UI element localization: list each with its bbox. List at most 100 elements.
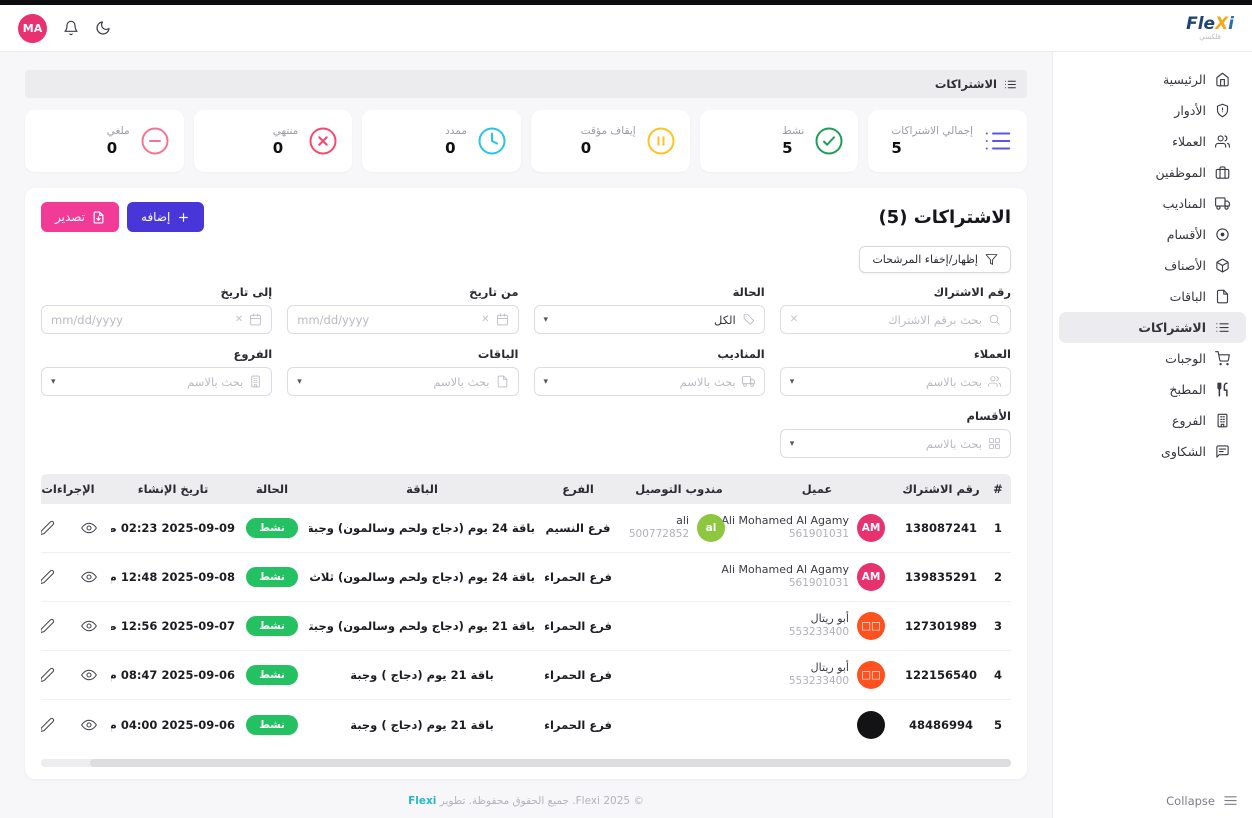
packages-select[interactable]: بحث بالاسم ▾ bbox=[287, 367, 519, 396]
users-icon bbox=[1215, 135, 1230, 148]
reps-placeholder: بحث بالاسم bbox=[679, 374, 736, 389]
filter-label-from-date: من تاريخ bbox=[469, 285, 519, 299]
status-cell: نشط bbox=[235, 665, 309, 685]
client-name: أبو ريتال bbox=[810, 661, 849, 675]
view-button[interactable] bbox=[81, 618, 97, 634]
sidebar-item-subscriptions[interactable]: الاشتراكات bbox=[1059, 312, 1246, 343]
subscription-id: 138087241 bbox=[904, 521, 977, 535]
stat-value: 0 bbox=[580, 139, 592, 157]
edit-button[interactable] bbox=[41, 569, 55, 585]
filter-label-status: الحالة bbox=[732, 285, 765, 299]
sidebar-collapse-button[interactable]: Collapse bbox=[1053, 793, 1252, 808]
client-phone: 553233400 bbox=[788, 675, 849, 688]
view-button[interactable] bbox=[81, 569, 97, 585]
client-avatar: AM bbox=[857, 563, 885, 591]
sidebar-item-label: الرئيسية bbox=[1162, 72, 1206, 87]
client-cell: □□ أبو ريتال 553233400 bbox=[737, 661, 897, 689]
sidebar-item-items[interactable]: الأصناف bbox=[1059, 250, 1246, 281]
sidebar-item-branches[interactable]: الفروع bbox=[1059, 405, 1246, 436]
minus-circle-icon bbox=[140, 126, 170, 156]
package-icon bbox=[1216, 258, 1229, 273]
status-cell: نشط bbox=[235, 616, 309, 636]
view-button[interactable] bbox=[81, 667, 97, 683]
pencil-icon bbox=[41, 618, 55, 634]
status-badge: نشط bbox=[246, 567, 298, 587]
clients-placeholder: بحث بالاسم bbox=[925, 374, 982, 389]
departments-select[interactable]: بحث بالاسم ▾ bbox=[779, 429, 1011, 458]
date-input[interactable] bbox=[297, 312, 476, 327]
package-cell: باقة 21 يوم (دجاج ولحم وسالمون) وجبتين bbox=[309, 619, 535, 633]
row-number: 4 bbox=[993, 668, 1002, 682]
stat-value: 0 bbox=[106, 139, 118, 157]
grid-icon bbox=[989, 438, 1000, 449]
date-input[interactable] bbox=[51, 312, 229, 327]
departments-placeholder: بحث بالاسم bbox=[925, 436, 982, 451]
stat-label: إيقاف مؤقت bbox=[580, 125, 636, 137]
search-input[interactable] bbox=[804, 312, 982, 327]
user-avatar[interactable]: MA bbox=[18, 13, 47, 43]
filter-label-departments: الأقسام bbox=[966, 409, 1011, 423]
chevron-down-icon: ▾ bbox=[543, 376, 549, 387]
sidebar-item-roles[interactable]: الأدوار bbox=[1059, 95, 1246, 126]
sidebar-item-label: الأدوار bbox=[1174, 103, 1206, 118]
edit-button[interactable] bbox=[41, 618, 55, 634]
actions-cell bbox=[41, 520, 111, 536]
branches-select[interactable]: بحث بالاسم ▾ bbox=[41, 367, 273, 396]
sidebar: الرئيسية الأدوار العملاء الموظفين المناد… bbox=[1052, 52, 1252, 818]
sidebar-item-meals[interactable]: الوجبات bbox=[1059, 343, 1246, 374]
logo-text-x: X bbox=[1215, 13, 1229, 34]
client-avatar: □□ bbox=[857, 661, 885, 689]
collapse-label: Collapse bbox=[1166, 793, 1215, 808]
horizontal-scrollbar-track bbox=[41, 759, 1011, 767]
branch-cell: فرع الحمراء bbox=[544, 717, 612, 732]
sidebar-item-kitchen[interactable]: المطبخ bbox=[1059, 374, 1246, 405]
pencil-icon bbox=[41, 569, 55, 585]
sidebar-item-employees[interactable]: الموظفين bbox=[1059, 157, 1246, 188]
home-icon bbox=[1216, 72, 1229, 87]
export-button[interactable]: تصدير bbox=[41, 202, 120, 232]
subscription-number-input[interactable]: ✕ bbox=[779, 305, 1011, 334]
created-at-cell: 2025-09-06 08:47 م bbox=[111, 668, 235, 682]
sidebar-item-complaints[interactable]: الشكاوى bbox=[1059, 436, 1246, 467]
edit-button[interactable] bbox=[41, 667, 55, 683]
file-icon bbox=[1216, 289, 1229, 304]
filters-toggle-button[interactable]: إظهار/إخفاء المرشحات bbox=[859, 246, 1011, 273]
package-cell: باقة 24 يوم (دجاج ولحم وسالمون) وجبة bbox=[309, 521, 535, 535]
search-icon bbox=[989, 314, 1000, 325]
clients-select[interactable]: بحث بالاسم ▾ bbox=[779, 367, 1011, 396]
pencil-icon bbox=[41, 520, 55, 536]
from-date-input[interactable]: ✕ bbox=[287, 305, 519, 334]
eye-icon bbox=[81, 620, 97, 632]
dark-mode-icon[interactable] bbox=[95, 20, 111, 36]
view-button[interactable] bbox=[81, 717, 97, 733]
client-phone: 553233400 bbox=[788, 626, 849, 639]
to-date-input[interactable]: ✕ bbox=[41, 305, 273, 334]
flexi-footer-link[interactable]: Flexi bbox=[408, 795, 437, 807]
eye-icon bbox=[81, 522, 97, 534]
sidebar-item-home[interactable]: الرئيسية bbox=[1059, 64, 1246, 95]
add-button[interactable]: إضافه bbox=[127, 202, 205, 232]
sidebar-item-label: الفروع bbox=[1172, 413, 1206, 428]
eye-icon bbox=[81, 571, 97, 583]
package-cell: باقة 21 يوم (دجاج ) وجبة bbox=[350, 717, 494, 732]
subscriptions-table: # رقم الاشتراك عميل مندوب التوصيل الفرع … bbox=[41, 474, 1011, 749]
col-status: الحالة bbox=[255, 482, 289, 496]
notifications-bell-icon[interactable] bbox=[63, 20, 79, 36]
edit-button[interactable] bbox=[41, 717, 55, 733]
reps-select[interactable]: بحث بالاسم ▾ bbox=[533, 367, 765, 396]
sidebar-item-departments[interactable]: الأقسام bbox=[1059, 219, 1246, 250]
calendar-icon bbox=[496, 313, 508, 326]
sidebar-item-packages[interactable]: الباقات bbox=[1059, 281, 1246, 312]
chevron-down-icon: ▾ bbox=[51, 376, 56, 387]
sidebar-item-delivery-reps[interactable]: المناديب bbox=[1059, 188, 1246, 219]
horizontal-scrollbar-thumb[interactable] bbox=[89, 759, 1011, 767]
clear-icon[interactable]: ✕ bbox=[789, 314, 799, 325]
status-select[interactable]: الكل ▾ bbox=[533, 305, 765, 334]
clear-icon[interactable]: ✕ bbox=[234, 314, 244, 325]
status-cell: نشط bbox=[235, 518, 309, 538]
view-button[interactable] bbox=[81, 520, 97, 536]
edit-button[interactable] bbox=[41, 520, 55, 536]
clear-icon[interactable]: ✕ bbox=[481, 314, 490, 325]
filter-label-branches: الفروع bbox=[233, 347, 273, 361]
sidebar-item-clients[interactable]: العملاء bbox=[1059, 126, 1246, 157]
